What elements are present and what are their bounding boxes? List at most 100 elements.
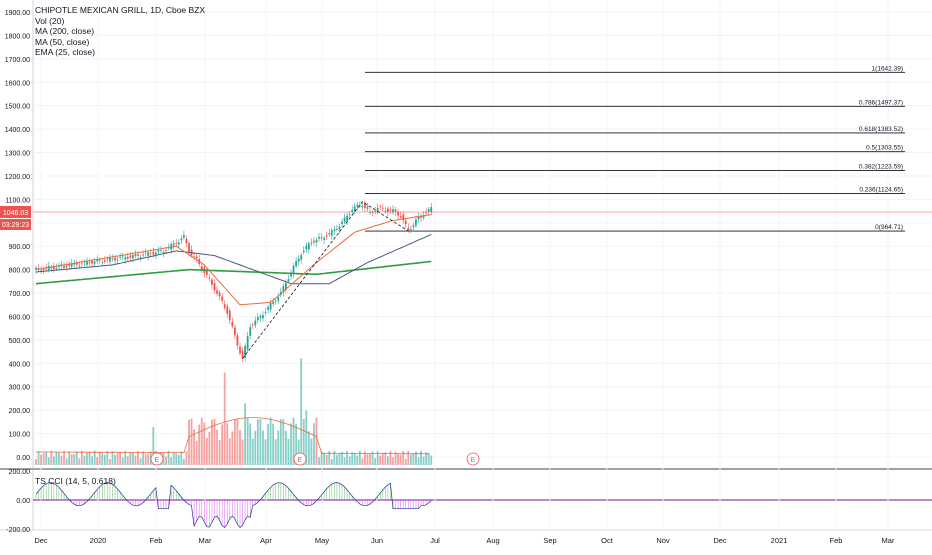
candle-body xyxy=(379,206,382,208)
candle-body xyxy=(300,255,303,260)
candle-body xyxy=(226,306,229,314)
volume-bar xyxy=(402,451,405,465)
chart-legend: CHIPOTLE MEXICAN GRILL, 1D, Cboe BZX Vol… xyxy=(35,5,205,58)
indicator-ma200[interactable]: MA (200, close) xyxy=(35,26,95,36)
candle-body xyxy=(185,238,188,244)
candle-body xyxy=(417,216,420,220)
candle-body xyxy=(351,209,354,212)
volume-bar xyxy=(330,459,333,465)
candle-body xyxy=(98,259,101,261)
price-tick-label: 1200.00 xyxy=(5,174,30,181)
candle-body xyxy=(205,270,208,275)
volume-bar xyxy=(353,452,356,465)
indicator-volume[interactable]: Vol (20) xyxy=(35,15,65,26)
indicator-ema25[interactable]: EMA (25, close) xyxy=(35,47,95,57)
volume-bar xyxy=(50,450,53,465)
volume-bar xyxy=(134,455,137,465)
candle-body xyxy=(285,282,287,290)
countdown-box xyxy=(0,219,31,231)
candle-body xyxy=(223,304,226,308)
volume-bar xyxy=(244,403,246,465)
candle-body xyxy=(213,283,216,291)
volume-bar xyxy=(185,451,188,465)
time-tick-label: Dec xyxy=(34,536,48,545)
candle-body xyxy=(180,238,183,241)
earnings-circle xyxy=(293,452,307,466)
volume-bar xyxy=(226,423,229,465)
volume-bar xyxy=(126,456,129,465)
candle-body xyxy=(307,243,310,250)
volume-bar xyxy=(358,450,361,465)
candle-body xyxy=(65,265,68,268)
volume-bar xyxy=(234,419,236,465)
time-tick-label: Feb xyxy=(150,536,163,545)
volume-bar xyxy=(269,417,272,465)
candle-body xyxy=(78,265,81,267)
cci-tick-label: -200.00 xyxy=(6,527,30,534)
candle-body xyxy=(323,237,326,240)
ema25-line xyxy=(35,214,432,306)
volume-bar xyxy=(40,454,42,465)
volume-bar xyxy=(193,429,195,465)
price-tick-label: 700.00 xyxy=(9,291,31,298)
price-tick-label: 1400.00 xyxy=(5,127,30,134)
symbol-title[interactable]: CHIPOTLE MEXICAN GRILL, 1D, Cboe BZX xyxy=(35,5,206,15)
volume-bar xyxy=(121,457,124,465)
earnings-marker: E xyxy=(150,452,164,466)
candle-body xyxy=(126,256,129,259)
candle-body xyxy=(320,237,323,239)
candle-body xyxy=(249,327,252,336)
volume-bar xyxy=(346,450,348,465)
price-tick-label: 1300.00 xyxy=(5,151,30,158)
volume-bar xyxy=(172,451,175,465)
volume-bar xyxy=(106,451,109,465)
time-tick-label: Dec xyxy=(713,536,727,545)
volume-bar xyxy=(205,437,208,465)
candle-body xyxy=(234,327,236,336)
candle-body xyxy=(142,254,144,256)
volume-bar xyxy=(162,452,165,465)
candle-body xyxy=(121,255,124,257)
candle-body xyxy=(114,257,116,261)
indicator-ma50[interactable]: MA (50, close) xyxy=(35,36,90,47)
candle-body xyxy=(116,259,119,261)
candle-body xyxy=(106,258,109,260)
volume-bar xyxy=(397,453,399,465)
price-tick-label: 1700.00 xyxy=(5,57,30,64)
candle-body xyxy=(228,310,231,321)
volume-bar xyxy=(389,450,392,465)
volume-bar xyxy=(356,455,359,465)
candle-body xyxy=(111,258,114,260)
candle-body xyxy=(137,254,139,256)
candle-body xyxy=(274,300,277,302)
volume-bar xyxy=(267,423,269,465)
candle-body xyxy=(325,235,328,237)
candle-body xyxy=(394,209,397,212)
earnings-circle xyxy=(466,452,480,466)
volume-bar xyxy=(239,430,241,465)
volume-bar xyxy=(93,450,96,465)
volume-bar xyxy=(47,457,50,465)
candle-body xyxy=(195,256,198,259)
candle-body xyxy=(295,261,297,267)
candle-body xyxy=(341,221,343,224)
time-tick-label: Aug xyxy=(486,536,499,545)
volume-bar xyxy=(315,417,318,465)
volume-ma-line xyxy=(36,417,429,455)
volume-bar xyxy=(119,451,122,465)
volume-bar xyxy=(103,454,106,465)
volume-bar xyxy=(190,418,193,465)
time-tick-label: Feb xyxy=(830,536,843,545)
candle-body xyxy=(157,250,160,252)
candle-body xyxy=(302,250,305,253)
candle-body xyxy=(369,211,371,213)
candle-body xyxy=(147,252,150,256)
fib-level-label: 1(1642.39) xyxy=(872,65,903,72)
volume-bar xyxy=(392,457,394,465)
volume-bar xyxy=(295,423,297,465)
volume-bar xyxy=(170,457,173,465)
cci-legend[interactable]: TS CCI (14, 5, 0.618) xyxy=(35,476,116,486)
candle-body xyxy=(40,270,42,272)
volume-bar xyxy=(137,450,139,465)
